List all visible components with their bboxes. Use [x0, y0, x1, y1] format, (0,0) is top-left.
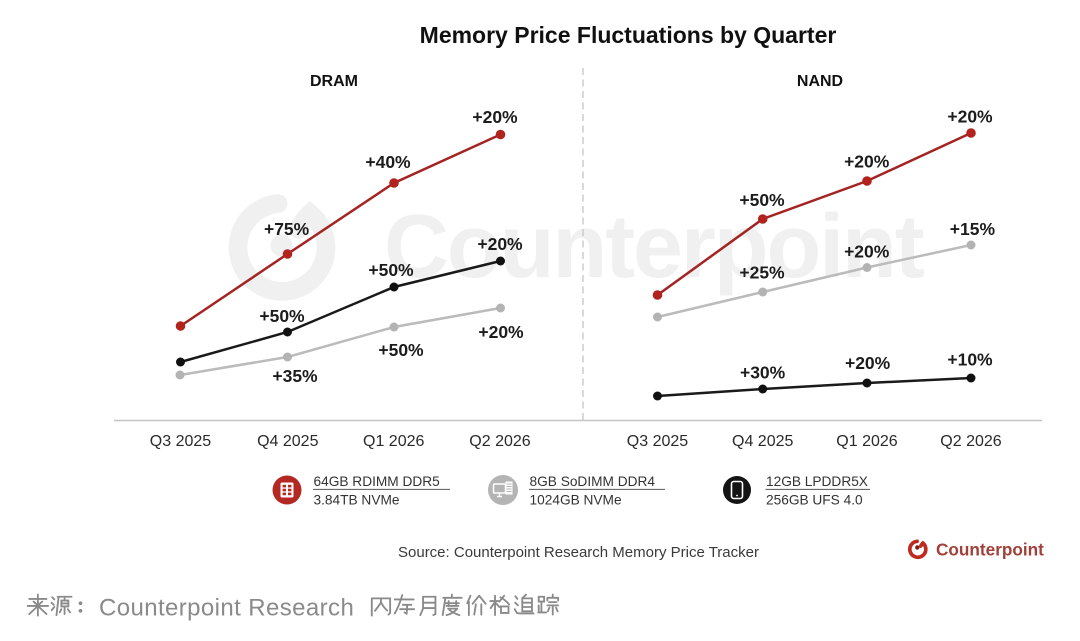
svg-text:Q4 2025: Q4 2025 — [257, 433, 318, 450]
svg-text:Q1 2026: Q1 2026 — [363, 433, 424, 450]
svg-text:NAND: NAND — [797, 73, 843, 90]
svg-text:+20%: +20% — [845, 353, 891, 373]
svg-text:Counterpoint: Counterpoint — [384, 197, 924, 297]
svg-text:1024GB NVMe: 1024GB NVMe — [530, 493, 622, 508]
svg-text:Q1 2026: Q1 2026 — [836, 433, 897, 450]
svg-text:+50%: +50% — [259, 306, 305, 326]
svg-text:Q3 2025: Q3 2025 — [627, 433, 688, 450]
svg-text:Q2 2026: Q2 2026 — [469, 433, 530, 450]
svg-text:+20%: +20% — [844, 152, 890, 172]
svg-text:+50%: +50% — [378, 340, 424, 360]
svg-text:+75%: +75% — [264, 219, 310, 239]
svg-text:64GB RDIMM DDR5: 64GB RDIMM DDR5 — [314, 474, 441, 489]
svg-text:Source: Counterpoint Research: Source: Counterpoint Research Memory Pri… — [398, 544, 759, 561]
svg-text:+30%: +30% — [740, 363, 786, 383]
svg-text:Q3 2025: Q3 2025 — [150, 433, 211, 450]
svg-text:+50%: +50% — [739, 190, 785, 210]
svg-text:+35%: +35% — [272, 366, 318, 386]
svg-text:DRAM: DRAM — [310, 73, 358, 90]
svg-text:Q2 2026: Q2 2026 — [940, 433, 1001, 450]
svg-text:+20%: +20% — [947, 107, 993, 127]
svg-text:8GB SoDIMM DDR4: 8GB SoDIMM DDR4 — [530, 474, 656, 489]
svg-text:+20%: +20% — [844, 241, 890, 261]
svg-text:+25%: +25% — [739, 263, 785, 283]
svg-text:256GB UFS 4.0: 256GB UFS 4.0 — [766, 493, 863, 508]
svg-text:+20%: +20% — [472, 107, 518, 127]
svg-text:+50%: +50% — [368, 260, 414, 280]
svg-text:12GB LPDDR5X: 12GB LPDDR5X — [766, 474, 868, 489]
svg-text:Counterpoint: Counterpoint — [936, 540, 1044, 560]
svg-text:+10%: +10% — [947, 350, 993, 370]
svg-text:+20%: +20% — [478, 322, 524, 342]
svg-text:3.84TB NVMe: 3.84TB NVMe — [314, 493, 400, 508]
svg-text:Q4 2025: Q4 2025 — [732, 433, 793, 450]
svg-text:+20%: +20% — [477, 234, 523, 254]
svg-text:Counterpoint Research: Counterpoint Research — [99, 595, 354, 622]
svg-text:+15%: +15% — [950, 219, 996, 239]
svg-text:Memory Price Fluctuations by Q: Memory Price Fluctuations by Quarter — [420, 22, 837, 48]
svg-text:+40%: +40% — [365, 152, 411, 172]
